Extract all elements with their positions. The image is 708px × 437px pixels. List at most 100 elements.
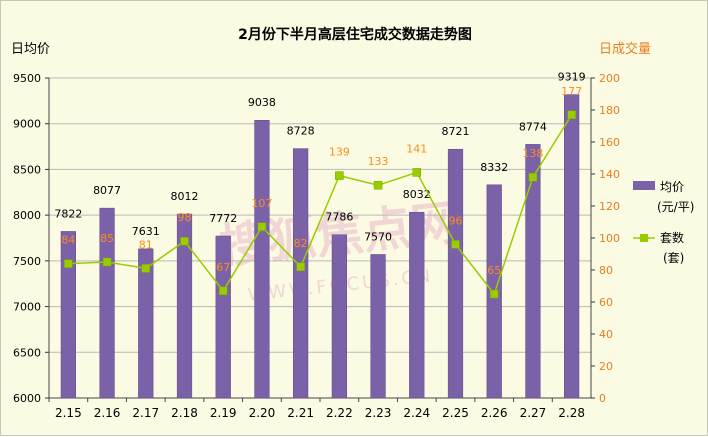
y-left-tick-label: 9500 <box>13 72 41 85</box>
x-tick-label: 2.16 <box>94 406 121 420</box>
bar-price <box>447 148 464 399</box>
legend-label-count-unit: (套) <box>663 251 684 265</box>
line-value-label: 96 <box>449 214 463 227</box>
legend-swatch-price <box>633 181 655 190</box>
line-value-label: 138 <box>522 147 543 160</box>
y-right-title: 日成交量 <box>599 41 651 57</box>
y-right-tick-label: 140 <box>599 168 620 181</box>
bar-value-label: 8721 <box>442 125 470 138</box>
legend-label-price: 均价 <box>660 180 684 194</box>
line-point <box>102 257 112 267</box>
line-point <box>257 222 267 232</box>
bar-price <box>564 94 580 399</box>
x-tick-label: 2.27 <box>520 406 547 420</box>
bar-value-label: 7570 <box>364 230 392 243</box>
x-tick-label: 2.24 <box>403 406 430 420</box>
bar-value-label: 8332 <box>480 161 508 174</box>
bar-value-label: 7631 <box>132 225 160 238</box>
y-left-tick-label: 8500 <box>13 163 41 176</box>
y-left-tick-label: 9000 <box>13 118 41 131</box>
bar-value-label: 8077 <box>93 184 121 197</box>
y-left-title: 日均价 <box>11 42 50 57</box>
bar-price <box>370 254 386 399</box>
line-point <box>489 289 499 299</box>
bar-value-label: 9038 <box>248 96 276 109</box>
y-right-tick-label: 60 <box>599 296 613 309</box>
y-right-tick-label: 120 <box>599 200 620 213</box>
y-right-tick-label: 20 <box>599 360 613 373</box>
x-tick-label: 2.15 <box>55 406 82 420</box>
x-tick-label: 2.23 <box>365 406 392 420</box>
x-tick-label: 2.18 <box>171 406 198 420</box>
legend-marker-count <box>640 234 648 242</box>
y-left-tick-label: 7500 <box>13 255 41 268</box>
bar-price <box>138 248 154 399</box>
line-point <box>141 264 151 273</box>
line-value-label: 67 <box>216 261 230 274</box>
y-right-tick-label: 160 <box>599 136 620 149</box>
line-point <box>64 259 73 268</box>
y-left-tick-label: 6000 <box>13 392 41 405</box>
y-left-tick-label: 6500 <box>13 346 41 359</box>
y-right-tick-label: 40 <box>599 328 613 341</box>
line-point <box>218 286 228 296</box>
x-tick-label: 2.20 <box>249 406 276 420</box>
bar-value-label: 7772 <box>209 212 237 225</box>
bar-price <box>525 144 541 399</box>
bar-value-label: 7786 <box>325 211 353 224</box>
y-right-tick-label: 0 <box>599 392 606 405</box>
line-value-label: 85 <box>100 232 114 245</box>
y-left-tick-label: 7000 <box>13 301 41 314</box>
bar-price <box>254 119 270 399</box>
legend-label-count: 套数 <box>660 230 684 245</box>
bar-price <box>293 148 309 399</box>
line-value-label: 81 <box>139 238 153 251</box>
line-point <box>373 180 383 190</box>
chart-title: 2月份下半月高层住宅成交数据走势图 <box>238 26 472 43</box>
bar-value-label: 8728 <box>287 125 315 138</box>
y-right-tick-label: 80 <box>599 264 613 277</box>
x-tick-label: 2.28 <box>558 406 585 420</box>
bar-price <box>99 207 115 399</box>
bar-value-label: 8032 <box>403 188 431 201</box>
line-value-label: 82 <box>294 237 308 250</box>
y-left-tick-label: 8000 <box>13 209 41 222</box>
bar-price <box>176 213 193 399</box>
line-value-label: 139 <box>329 146 350 159</box>
bar-value-label: 7822 <box>54 207 82 220</box>
x-tick-label: 2.17 <box>132 406 159 420</box>
bar-value-label: 8012 <box>171 190 199 203</box>
x-tick-label: 2.21 <box>287 406 314 420</box>
y-right-tick-label: 100 <box>599 232 620 245</box>
line-value-label: 84 <box>61 234 75 247</box>
line-value-label: 107 <box>251 197 272 210</box>
x-tick-label: 2.26 <box>481 406 508 420</box>
line-point <box>451 240 460 249</box>
series-line-count <box>68 114 573 296</box>
legend-label-price-unit: (元/平) <box>657 200 694 214</box>
line-point <box>528 172 538 182</box>
y-right-tick-label: 180 <box>599 104 620 117</box>
line-value-label: 133 <box>368 155 389 168</box>
x-tick-label: 2.22 <box>326 406 353 420</box>
bar-price <box>215 235 231 399</box>
line-point <box>180 236 189 246</box>
line-value-label: 141 <box>406 142 427 155</box>
line-value-label: 177 <box>561 85 582 98</box>
line-value-label: 98 <box>178 211 192 224</box>
y-right-tick-label: 200 <box>599 72 620 85</box>
bar-price <box>60 231 76 399</box>
bar-price <box>409 211 425 399</box>
line-point <box>567 110 576 120</box>
x-tick-label: 2.19 <box>210 406 237 420</box>
bar-value-label: 9319 <box>558 71 586 84</box>
line-point <box>296 262 305 272</box>
line-point <box>412 168 422 177</box>
line-value-label: 65 <box>487 264 501 277</box>
bar-value-label: 8774 <box>519 120 547 133</box>
line-point <box>335 171 344 180</box>
bar-price <box>331 234 347 399</box>
x-tick-label: 2.25 <box>442 406 469 420</box>
